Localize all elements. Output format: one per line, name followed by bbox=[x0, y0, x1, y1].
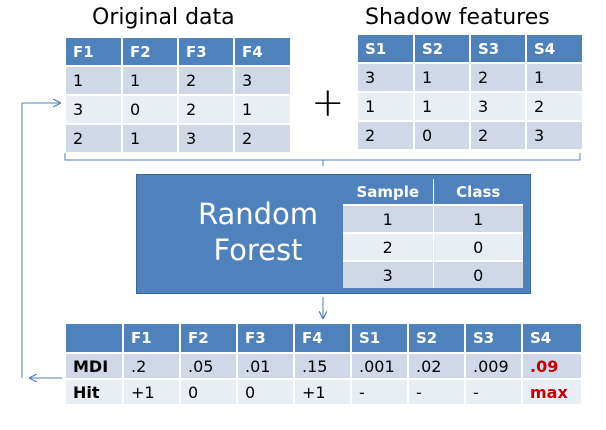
brace-bracket bbox=[64, 153, 581, 161]
table-cell: 2 bbox=[470, 62, 527, 92]
table-cell: 1 bbox=[66, 65, 123, 95]
table-row-mdi: MDI .2 .05 .01 .15 .001 .02 .009 .09 bbox=[66, 352, 581, 379]
header-cell: F1 bbox=[123, 324, 181, 353]
header-cell: S3 bbox=[470, 35, 527, 63]
table-row-hit: Hit +1 0 0 +1 - - - max bbox=[66, 378, 581, 404]
table-cell: 1 bbox=[433, 204, 523, 233]
table-cell: 0 bbox=[122, 94, 179, 124]
table-cell: .02 bbox=[408, 352, 466, 379]
table-cell: 1 bbox=[414, 62, 471, 92]
table-cell-highlight: .09 bbox=[522, 352, 581, 379]
table-cell: - bbox=[465, 378, 523, 404]
table-cell: .05 bbox=[180, 352, 238, 379]
table-row: 1 1 bbox=[343, 204, 523, 233]
table-cell: 1 bbox=[343, 204, 434, 233]
table-cell: 3 bbox=[178, 123, 235, 152]
table-cell: 3 bbox=[234, 65, 290, 95]
header-cell bbox=[66, 324, 124, 353]
header-cell: S1 bbox=[358, 35, 415, 63]
table-cell: .01 bbox=[237, 352, 295, 379]
table-cell: .009 bbox=[465, 352, 523, 379]
random-forest-title-line2: Forest bbox=[213, 233, 303, 267]
shadow-features-title: Shadow features bbox=[365, 5, 550, 30]
table-cell: 0 bbox=[414, 120, 471, 149]
table-row: 2 0 2 3 bbox=[358, 120, 582, 149]
table-row: 2 0 bbox=[343, 232, 523, 261]
table-cell: 1 bbox=[234, 94, 290, 124]
table-cell: 3 bbox=[470, 91, 527, 121]
table-cell-highlight: max bbox=[522, 378, 581, 404]
header-cell: S2 bbox=[414, 35, 471, 63]
header-cell: S3 bbox=[465, 324, 523, 353]
header-cell: Class bbox=[433, 179, 523, 205]
table-row: 1 1 2 3 bbox=[66, 65, 290, 95]
header-cell: S4 bbox=[522, 324, 581, 353]
shadow-features-table: S1 S2 S3 S4 3 1 2 1 1 1 3 2 2 0 2 3 bbox=[358, 35, 582, 149]
table-cell: +1 bbox=[123, 378, 181, 404]
table-cell: 3 bbox=[358, 62, 415, 92]
table-cell: 2 bbox=[66, 123, 123, 152]
table-cell: .001 bbox=[351, 352, 409, 379]
table-row: 3 0 bbox=[343, 260, 523, 288]
table-cell: 1 bbox=[122, 123, 179, 152]
table-cell: 1 bbox=[358, 91, 415, 121]
table-cell: .15 bbox=[294, 352, 352, 379]
original-data-title: Original data bbox=[92, 5, 235, 30]
header-cell: Sample bbox=[343, 179, 434, 205]
table-cell: 1 bbox=[526, 62, 582, 92]
table-cell: 2 bbox=[343, 232, 434, 261]
table-cell: 2 bbox=[526, 91, 582, 121]
table-row: 3 0 2 1 bbox=[66, 94, 290, 124]
header-cell: F3 bbox=[178, 38, 235, 66]
table-header-row: F1 F2 F3 F4 bbox=[66, 38, 290, 66]
header-cell: S1 bbox=[351, 324, 409, 353]
table-cell: 1 bbox=[414, 91, 471, 121]
table-row: 2 1 3 2 bbox=[66, 123, 290, 152]
plus-sign: + bbox=[311, 80, 345, 126]
header-cell: S4 bbox=[526, 35, 582, 63]
header-cell: S2 bbox=[408, 324, 466, 353]
header-cell: F4 bbox=[234, 38, 290, 66]
table-cell: 0 bbox=[180, 378, 238, 404]
table-cell: 3 bbox=[343, 260, 434, 288]
original-data-table: F1 F2 F3 F4 1 1 2 3 3 0 2 1 2 1 3 2 bbox=[66, 38, 290, 152]
table-cell: 1 bbox=[122, 65, 179, 95]
table-cell: - bbox=[351, 378, 409, 404]
row-label: MDI bbox=[66, 352, 124, 379]
header-cell: F1 bbox=[66, 38, 123, 66]
random-forest-title: Random Forest bbox=[158, 196, 358, 268]
table-cell: 0 bbox=[433, 260, 523, 288]
table-row: 1 1 3 2 bbox=[358, 91, 582, 121]
header-cell: F2 bbox=[180, 324, 238, 353]
table-cell: - bbox=[408, 378, 466, 404]
header-cell: F2 bbox=[122, 38, 179, 66]
table-row: 3 1 2 1 bbox=[358, 62, 582, 92]
header-cell: F4 bbox=[294, 324, 352, 353]
table-cell: 0 bbox=[433, 232, 523, 261]
table-cell: 3 bbox=[526, 120, 582, 149]
row-label: Hit bbox=[66, 378, 124, 404]
result-table: F1 F2 F3 F4 S1 S2 S3 S4 MDI .2 .05 .01 .… bbox=[66, 324, 581, 404]
table-cell: 0 bbox=[237, 378, 295, 404]
table-header-row: Sample Class bbox=[343, 179, 523, 205]
table-cell: .2 bbox=[123, 352, 181, 379]
table-cell: 2 bbox=[178, 94, 235, 124]
table-cell: +1 bbox=[294, 378, 352, 404]
table-cell: 2 bbox=[234, 123, 290, 152]
table-header-row: S1 S2 S3 S4 bbox=[358, 35, 582, 63]
header-cell: F3 bbox=[237, 324, 295, 353]
table-cell: 2 bbox=[358, 120, 415, 149]
sample-class-table: Sample Class 1 1 2 0 3 0 bbox=[343, 179, 523, 288]
table-cell: 2 bbox=[470, 120, 527, 149]
table-header-row: F1 F2 F3 F4 S1 S2 S3 S4 bbox=[66, 324, 581, 353]
table-cell: 2 bbox=[178, 65, 235, 95]
random-forest-title-line1: Random bbox=[197, 197, 319, 231]
table-cell: 3 bbox=[66, 94, 123, 124]
